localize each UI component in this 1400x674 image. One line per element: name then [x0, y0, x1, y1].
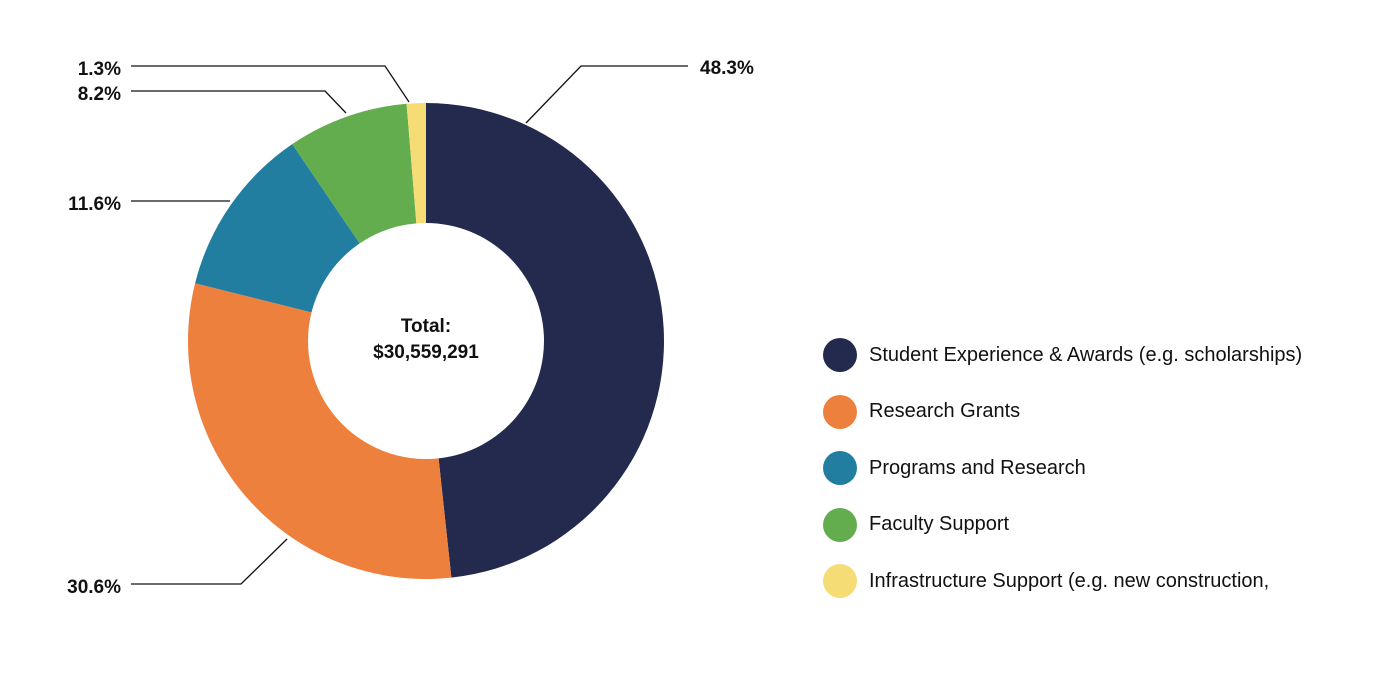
slice-value-label: 11.6%: [68, 194, 121, 215]
center-total-label: Total:: [401, 316, 451, 337]
legend-swatch: [823, 394, 857, 429]
slice-value-labels: 48.3% 30.6% 11.6% 8.2% 1.3%: [67, 58, 754, 598]
slice-value-label: 30.6%: [67, 577, 121, 598]
donut-slices: [187, 103, 665, 579]
slice-value-label: 8.2%: [78, 84, 121, 105]
donut-slice: [292, 103, 417, 244]
slice-value-label: 1.3%: [78, 59, 121, 80]
legend-swatch: [823, 338, 857, 372]
leader-line: [131, 65, 410, 103]
legend-swatch: [823, 507, 857, 542]
legend-item-student-experience: Student Experience & Awards (e.g. schola…: [823, 338, 1302, 372]
legend-swatch: [823, 564, 857, 598]
legend-label: Research Grants: [869, 400, 1021, 422]
legend-swatch: [823, 451, 857, 485]
chart-legend: Student Experience & Awards (e.g. schola…: [823, 338, 1302, 621]
slice-value-label: 48.3%: [700, 58, 754, 79]
center-total-value: $30,559,291: [373, 342, 479, 363]
leader-line: [131, 538, 288, 585]
legend-label: Student Experience & Awards (e.g. schola…: [869, 343, 1303, 366]
donut-slice: [426, 103, 665, 578]
legend-label: Faculty Support: [869, 513, 1010, 535]
leader-line: [131, 90, 347, 114]
legend-label: Programs and Research: [869, 456, 1086, 479]
donut-slice: [406, 103, 426, 224]
legend-label: Infrastructure Support (e.g. new constru…: [869, 569, 1270, 592]
legend-item-infrastructure-support: Infrastructure Support (e.g. new constru…: [823, 564, 1302, 598]
donut-slice: [195, 144, 360, 313]
legend-item-programs-research: Programs and Research: [823, 451, 1302, 485]
leader-line: [525, 65, 688, 124]
legend-item-faculty-support: Faculty Support: [823, 507, 1302, 542]
donut-slice: [187, 283, 452, 579]
leader-lines: [131, 65, 688, 585]
legend-item-research-grants: Research Grants: [823, 394, 1302, 429]
